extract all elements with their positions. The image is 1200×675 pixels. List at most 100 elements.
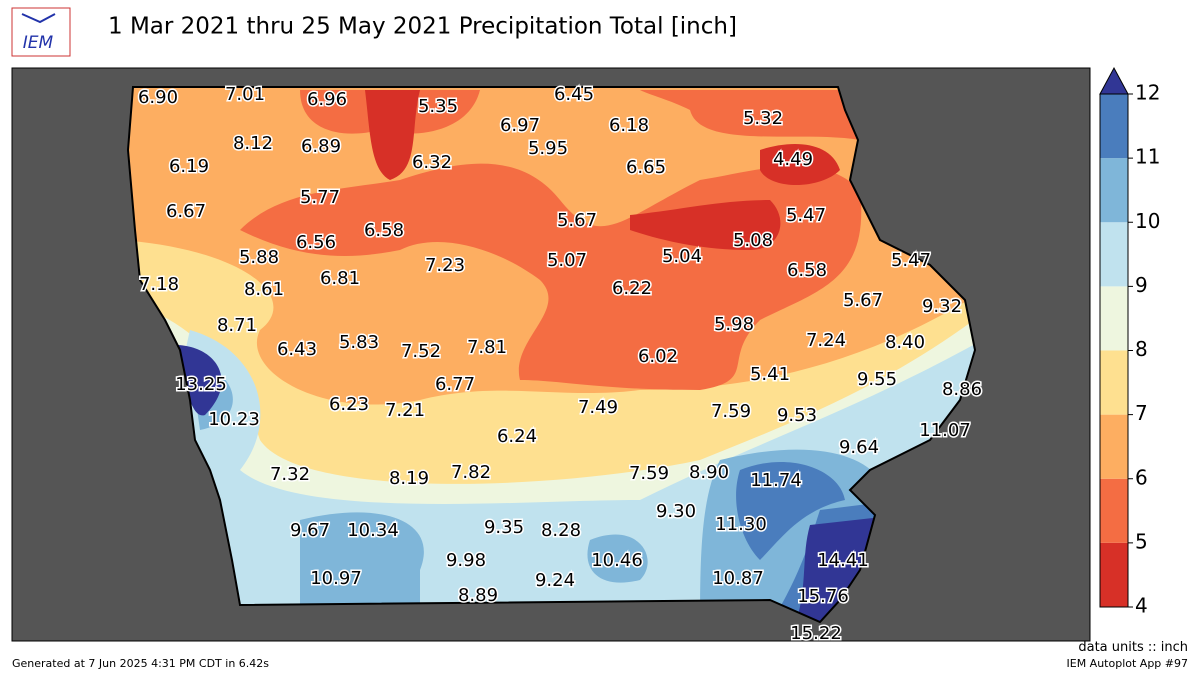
station-value: 8.61: [244, 279, 284, 300]
colorbar-tick-label: 11: [1135, 145, 1160, 169]
station-value: 5.32: [743, 108, 783, 129]
station-value: 5.07: [547, 250, 587, 271]
station-value: 6.24: [497, 426, 537, 447]
station-value: 5.88: [239, 247, 279, 268]
colorbar-band: [1100, 158, 1128, 223]
station-value: 5.77: [300, 187, 340, 208]
title: 1 Mar 2021 thru 25 May 2021 Precipitatio…: [108, 14, 737, 40]
station-value: 15.22: [790, 623, 842, 644]
station-value: 7.82: [451, 462, 491, 483]
station-value: 15.76: [797, 586, 849, 607]
station-value: 6.65: [626, 157, 666, 178]
station-value: 13.25: [175, 374, 227, 395]
station-value: 8.71: [217, 315, 257, 336]
station-value: 6.58: [787, 260, 827, 281]
station-value: 9.53: [777, 405, 817, 426]
station-value: 7.21: [385, 400, 425, 421]
colorbar-band: [1100, 542, 1128, 607]
station-value: 6.56: [296, 232, 336, 253]
station-value: 6.96: [307, 89, 347, 110]
station-value: 10.46: [591, 550, 643, 571]
station-value: 6.58: [364, 220, 404, 241]
station-value: 8.86: [942, 379, 982, 400]
station-value: 8.19: [389, 468, 429, 489]
station-value: 6.02: [638, 346, 678, 367]
station-value: 5.83: [339, 332, 379, 353]
station-value: 9.67: [290, 520, 330, 541]
station-value: 10.34: [347, 520, 399, 541]
station-value: 7.32: [270, 464, 310, 485]
colorbar-tick-label: 12: [1135, 81, 1160, 105]
station-value: 11.74: [750, 470, 802, 491]
station-value: 5.67: [557, 210, 597, 231]
station-value: 6.18: [609, 115, 649, 136]
station-value: 8.28: [541, 520, 581, 541]
station-value: 6.22: [612, 278, 652, 299]
station-value: 7.81: [467, 337, 507, 358]
state-border: [126, 86, 977, 624]
station-value: 9.30: [656, 501, 696, 522]
station-value: 5.67: [843, 290, 883, 311]
station-value: 8.40: [885, 332, 925, 353]
station-value: 6.89: [301, 136, 341, 157]
station-value: 5.95: [528, 138, 568, 159]
station-value: 7.59: [711, 401, 751, 422]
station-value: 7.52: [401, 341, 441, 362]
station-value: 5.35: [418, 96, 458, 117]
station-value: 6.77: [435, 374, 475, 395]
station-value: 5.47: [891, 250, 931, 271]
station-value: 6.32: [412, 152, 452, 173]
station-value: 9.24: [535, 570, 575, 591]
logo-text: IEM: [23, 33, 54, 53]
station-value: 9.35: [484, 517, 524, 538]
station-value: 7.01: [225, 84, 265, 105]
station-value: 9.98: [446, 550, 486, 571]
station-value: 5.08: [733, 230, 773, 251]
colorbar-tick-label: 6: [1135, 465, 1148, 489]
colorbar-band: [1100, 478, 1128, 543]
station-value: 7.23: [425, 255, 465, 276]
station-value: 6.67: [166, 201, 206, 222]
station-value: 6.97: [500, 115, 540, 136]
station-value: 6.45: [554, 84, 594, 105]
station-value: 7.18: [139, 274, 179, 295]
station-value: 5.47: [786, 205, 826, 226]
station-value: 5.98: [714, 314, 754, 335]
colorbar-tick-label: 4: [1135, 594, 1148, 618]
station-value: 5.41: [750, 364, 790, 385]
colorbar-extend: [1099, 66, 1129, 95]
station-value: 6.23: [329, 394, 369, 415]
colorbar-tick-label: 8: [1135, 337, 1148, 361]
station-value: 8.89: [458, 585, 498, 606]
station-value: 6.81: [320, 268, 360, 289]
station-value: 10.23: [208, 409, 260, 430]
colorbar-band: [1100, 414, 1128, 479]
station-value: 7.24: [806, 330, 846, 351]
station-value: 6.19: [169, 156, 209, 177]
colorbar-band: [1100, 222, 1128, 287]
station-value: 5.04: [662, 246, 702, 267]
station-value: 11.07: [919, 420, 971, 441]
colorbar-tick-label: 9: [1135, 273, 1148, 297]
units-note: data units :: inch: [1078, 640, 1188, 655]
station-value: 6.43: [277, 339, 317, 360]
colorbar-tick-label: 5: [1135, 529, 1148, 553]
colorbar-tick-label: 10: [1135, 209, 1160, 233]
station-value: 6.90: [138, 87, 178, 108]
station-value: 9.32: [922, 296, 962, 317]
colorbar-band: [1100, 286, 1128, 351]
colorbar-band: [1100, 350, 1128, 415]
station-value: 8.90: [689, 462, 729, 483]
colorbar-band: [1100, 94, 1128, 159]
app-note: IEM Autoplot App #97: [1067, 657, 1189, 670]
station-value: 8.12: [233, 133, 273, 154]
colorbar-tick-label: 7: [1135, 401, 1148, 425]
station-value: 9.64: [839, 437, 879, 458]
station-value: 7.49: [578, 397, 618, 418]
station-value: 10.87: [712, 568, 764, 589]
contours: [128, 87, 975, 622]
station-value: 11.30: [715, 514, 767, 535]
station-value: 9.55: [857, 369, 897, 390]
station-value: 4.49: [773, 149, 813, 170]
generated-note: Generated at 7 Jun 2025 4:31 PM CDT in 6…: [12, 657, 269, 670]
